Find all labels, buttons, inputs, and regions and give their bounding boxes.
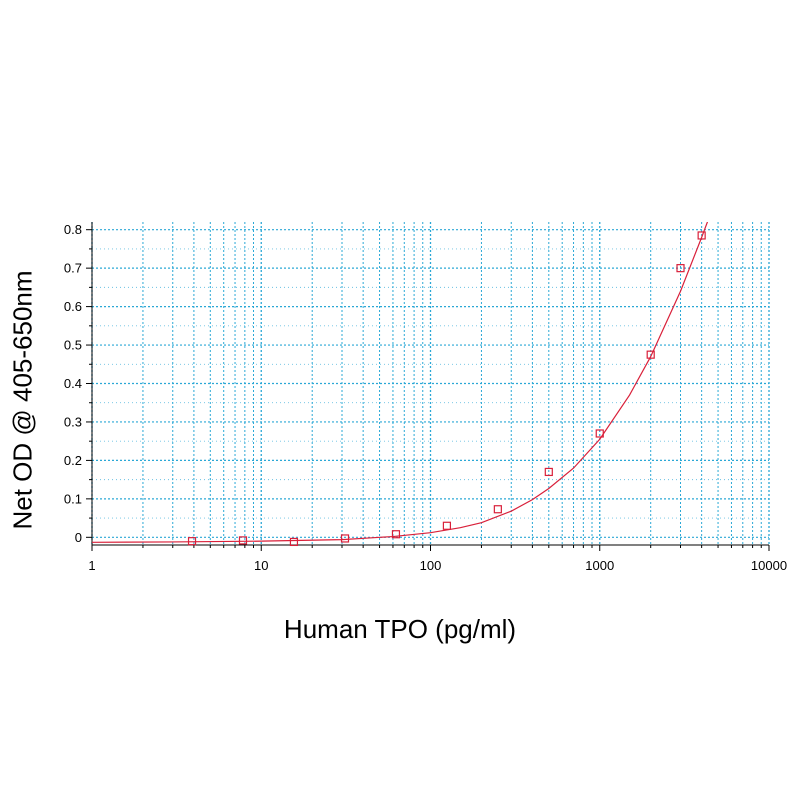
data-point: [340, 534, 350, 543]
data-point: [187, 537, 197, 546]
y-tick-label: 0.7: [64, 261, 82, 276]
data-points: [187, 231, 706, 547]
tick-labels: 0 0.1 0.2 0.3 0.4 0.5 0.6 0.7 0.8 1 10 100 1000 10000: [64, 222, 787, 573]
y-tick-label: 0.1: [64, 491, 82, 506]
x-tick-label: 1: [88, 558, 95, 573]
y-tick-label: 0.4: [64, 376, 82, 391]
x-tick-label: 10000: [751, 558, 787, 573]
x-tick-label: 10: [254, 558, 268, 573]
fit-curve: [92, 222, 709, 543]
grid: [91, 222, 770, 545]
data-point: [493, 505, 502, 514]
y-tick-label: 0: [75, 530, 82, 545]
data-point: [442, 521, 452, 530]
y-tick-label: 0.3: [64, 414, 82, 429]
data-point: [391, 530, 401, 539]
axes: [86, 222, 770, 551]
fit-curve-line: [92, 222, 709, 543]
data-point: [238, 536, 248, 545]
data-point: [676, 264, 685, 273]
data-point: [646, 350, 655, 359]
data-point: [289, 537, 299, 547]
y-tick-label: 0.2: [64, 453, 82, 468]
data-point: [595, 429, 604, 438]
x-tick-label: 100: [420, 558, 442, 573]
y-tick-label: 0.8: [64, 222, 82, 237]
y-tick-label: 0.6: [64, 299, 82, 314]
x-axis-title: Human TPO (pg/ml): [283, 614, 517, 644]
x-tick-label: 1000: [585, 558, 614, 573]
y-tick-label: 0.5: [64, 338, 82, 353]
y-axis-title: Net OD @ 405-650nm: [7, 270, 38, 530]
data-point: [697, 231, 706, 240]
data-point: [544, 467, 553, 477]
